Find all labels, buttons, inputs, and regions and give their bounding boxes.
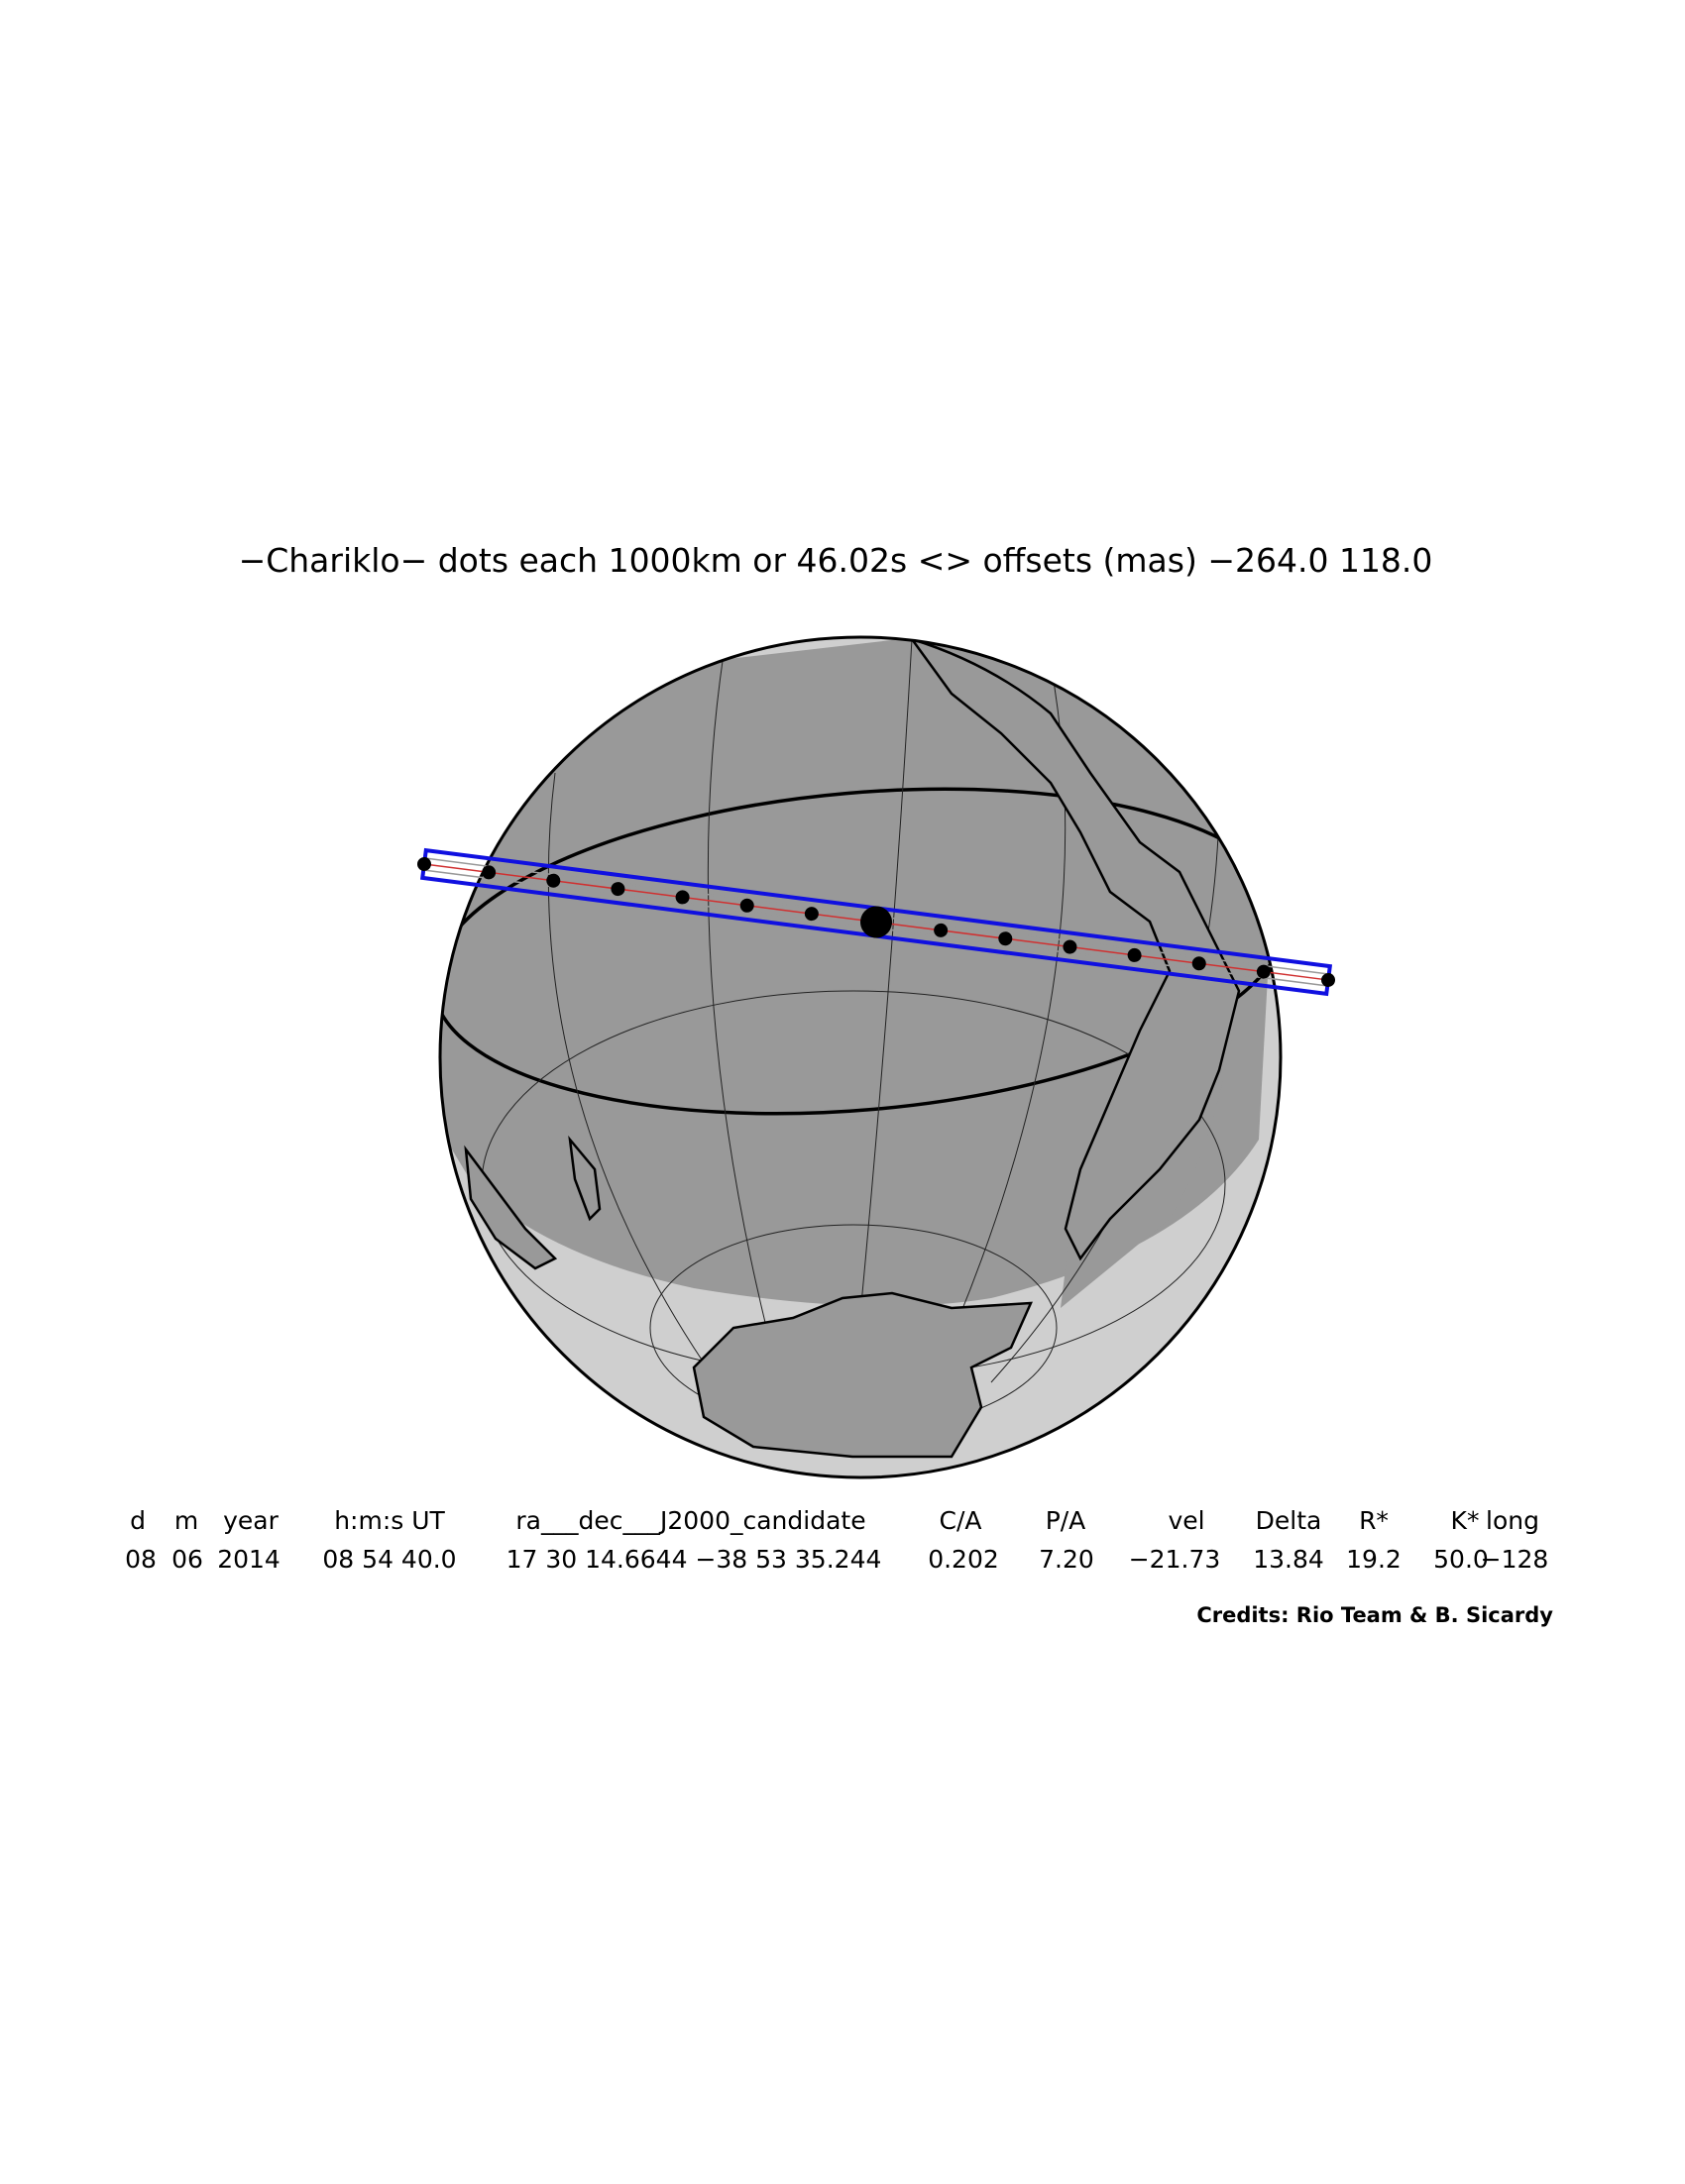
path-dot — [1063, 939, 1077, 954]
path-dot — [804, 907, 819, 922]
path-dot — [998, 931, 1013, 946]
table-value: 0.202 — [928, 1545, 999, 1574]
table-header: K* — [1451, 1506, 1480, 1535]
path-dot — [1191, 956, 1206, 971]
path-dot — [482, 865, 497, 880]
table-value: 06 — [171, 1545, 203, 1574]
table-header: m — [174, 1506, 198, 1535]
path-dot — [934, 923, 949, 937]
table-value: 7.20 — [1039, 1545, 1094, 1574]
globe — [438, 635, 1283, 1479]
table-header: Delta — [1256, 1506, 1322, 1535]
table-value: −128 — [1481, 1545, 1549, 1574]
table-value: 17 30 14.6644 −38 53 35.244 — [506, 1545, 882, 1574]
path-dot — [1256, 964, 1271, 979]
table-value: −21.73 — [1129, 1545, 1221, 1574]
credits: Credits: Rio Team & B. Sicardy — [1196, 1603, 1553, 1627]
path-dot — [546, 873, 561, 888]
table-value: 2014 — [217, 1545, 281, 1574]
table-header: R* — [1359, 1506, 1389, 1535]
table-value: 08 — [125, 1545, 157, 1574]
table-header: C/A — [940, 1506, 982, 1535]
occultation-path — [417, 847, 1336, 997]
path-dot — [739, 898, 754, 913]
table-header: vel — [1168, 1506, 1204, 1535]
path-dot — [611, 882, 625, 897]
table-header: d — [130, 1506, 146, 1535]
table-header: long — [1486, 1506, 1539, 1535]
path-dot — [860, 906, 893, 938]
table-value: 19.2 — [1346, 1545, 1402, 1574]
table-header: P/A — [1046, 1506, 1086, 1535]
path-dot — [675, 890, 690, 905]
table-value: 08 54 40.0 — [322, 1545, 456, 1574]
path-dot — [1127, 947, 1142, 962]
table-value: 13.84 — [1253, 1545, 1324, 1574]
title: −Chariklo− dots each 1000km or 46.02s <>… — [239, 541, 1433, 580]
table-header: year — [223, 1506, 279, 1535]
path-dot — [1321, 972, 1336, 987]
table-value: 50.0 — [1433, 1545, 1489, 1574]
table-header: h:m:s UT — [334, 1506, 445, 1535]
table-header: ra___dec___J2000_candidate — [515, 1506, 865, 1535]
path-dot — [417, 857, 431, 871]
data-table: d m year h:m:s UT ra___dec___J2000_candidate… — [125, 1506, 1548, 1574]
